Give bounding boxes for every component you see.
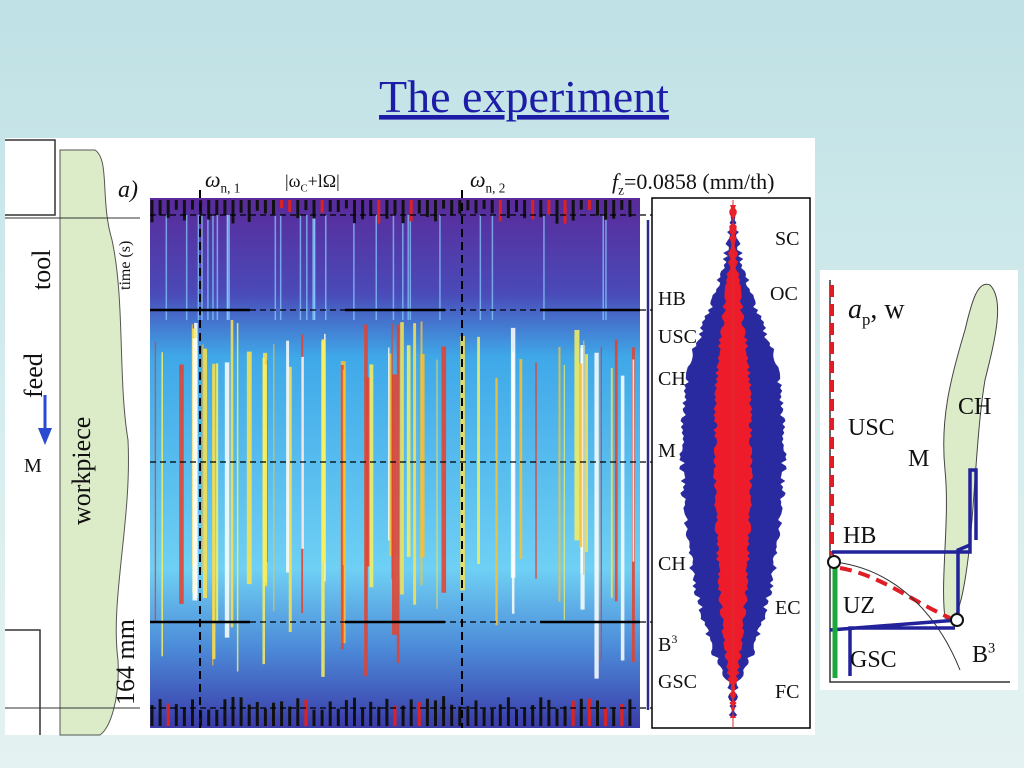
label-part: n, 2	[486, 181, 506, 196]
label-part: =0.0858 (mm/th)	[624, 169, 775, 194]
label-part: z	[618, 183, 624, 198]
blue-path	[829, 468, 978, 676]
axes	[829, 280, 1010, 683]
label: USC	[658, 326, 697, 348]
label: UZ	[843, 593, 875, 619]
label-part: |ω	[285, 171, 301, 191]
label: feed	[19, 353, 48, 398]
label-part: f	[612, 169, 621, 194]
label: M	[908, 446, 929, 472]
label: fz=0.0858 (mm/th)	[612, 169, 775, 198]
spectrogram-streaks	[150, 190, 810, 728]
label: CH	[658, 368, 686, 390]
label: B3	[972, 640, 995, 668]
label: HB	[843, 523, 876, 549]
label: ap, w	[848, 294, 905, 329]
slide-title: The experiment	[379, 71, 669, 122]
label: a)	[118, 177, 138, 203]
curve	[834, 561, 961, 671]
label: GSC	[658, 671, 697, 693]
label-part: n, 1	[221, 181, 241, 196]
label: M	[24, 455, 42, 477]
label: SC	[775, 228, 799, 250]
label-part: 3	[988, 640, 995, 656]
label: ωn, 1	[205, 167, 240, 196]
figure-b-drawing	[827, 280, 1010, 683]
label: FC	[775, 681, 799, 703]
red-curve	[839, 566, 951, 620]
label: USC	[848, 415, 895, 441]
label: OC	[770, 283, 798, 305]
label: HB	[658, 288, 686, 310]
time-trace	[679, 200, 787, 728]
label-part: ω	[205, 167, 221, 192]
label: CH	[958, 394, 991, 420]
label-part: B	[658, 634, 671, 656]
labels: a) ωn, 1 |ωC+lΩ| ωn, 2 fz=0.0858 (mm/th)time…	[19, 167, 995, 705]
tool	[5, 139, 56, 735]
workpiece	[943, 283, 999, 620]
label-part: p	[862, 310, 870, 329]
label: time (s)	[117, 241, 134, 290]
label-part: B	[972, 642, 988, 668]
label: 164 mm	[111, 619, 140, 705]
label: GSC	[850, 647, 897, 673]
label: M	[658, 440, 676, 462]
label: ωn, 2	[470, 167, 505, 196]
label-part: +lΩ|	[308, 171, 340, 191]
label-part: 3	[671, 632, 677, 646]
label: tool	[27, 250, 56, 290]
workpiece	[59, 149, 129, 736]
workpiece-drawing	[5, 139, 140, 736]
feed-head	[38, 428, 52, 445]
label: workpiece	[67, 417, 96, 525]
label: EC	[775, 597, 801, 619]
label-part: ω	[470, 167, 486, 192]
label: |ωC+lΩ|	[285, 171, 340, 195]
label: CH	[658, 553, 686, 575]
label-part: a	[848, 294, 862, 325]
label-part: C	[300, 183, 307, 195]
label: B3	[658, 632, 677, 656]
node	[950, 613, 964, 627]
node	[827, 555, 841, 569]
label-part: , w	[870, 294, 905, 325]
